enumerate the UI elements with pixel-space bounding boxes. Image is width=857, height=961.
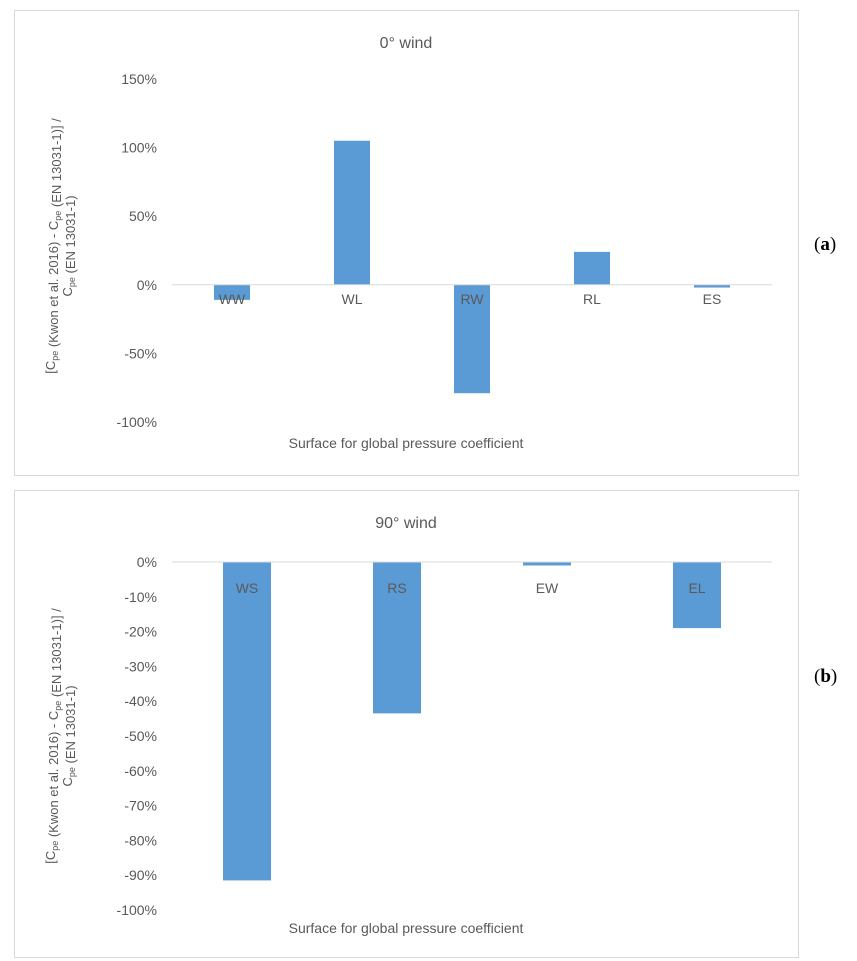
bar-rs [373, 562, 421, 714]
chart-panel-90deg-wind: 90° wind -100% -90% -80% -70% -60% -50% -40% -30… [14, 490, 799, 958]
category-label: EW [536, 580, 559, 596]
y-tick-label: -50% [124, 728, 157, 744]
category-label: WL [342, 291, 363, 307]
category-label: RW [460, 291, 484, 307]
y-axis-label: [Cpe (Kwon et al. 2016) - Cpe (EN 13031-… [43, 118, 78, 374]
y-tick-label: -90% [124, 867, 157, 883]
svg-text:[Cpe (Kwon et al. 2016) - Cpe: [Cpe (Kwon et al. 2016) - Cpe (EN 13031-… [43, 118, 64, 374]
y-tick-label: -70% [124, 798, 157, 814]
y-tick-label: -100% [117, 902, 157, 918]
svg-text:Cpe (EN 13031-1): Cpe (EN 13031-1) [60, 685, 78, 786]
svg-text:[Cpe (Kwon et al. 2016) - Cpe: [Cpe (Kwon et al. 2016) - Cpe (EN 13031-… [43, 608, 64, 864]
category-label: ES [703, 291, 722, 307]
chart-title: 0° wind [380, 35, 433, 52]
panel-tag-b: (b) [814, 666, 838, 687]
y-tick-label: 100% [121, 140, 157, 156]
bar-wl [334, 140, 370, 285]
chart-svg-0deg-wind: 0° wind -100% -50% 0% 50% 100% 150% WW WL RW RL ES S… [43, 35, 772, 451]
category-label: WW [219, 291, 246, 307]
panel-tag-a: (a) [814, 234, 837, 255]
category-label: RS [387, 580, 406, 596]
category-label: RL [583, 291, 601, 307]
bar-rw [454, 284, 490, 394]
y-tick-label: 50% [129, 208, 157, 224]
y-tick-label: -40% [124, 693, 157, 709]
y-tick-label: -80% [124, 832, 157, 848]
y-axis-label: [Cpe (Kwon et al. 2016) - Cpe (EN 13031-… [43, 608, 78, 864]
chart-svg-90deg-wind: 90° wind -100% -90% -80% -70% -60% -50% -40% -30… [43, 515, 772, 936]
bar-ww [214, 284, 250, 300]
y-tick-label: 150% [121, 71, 157, 87]
y-tick-label: -60% [124, 763, 157, 779]
y-tick-label: -30% [124, 658, 157, 674]
bar-el [673, 562, 721, 629]
svg-text:Cpe (EN 13031-1): Cpe (EN 13031-1) [60, 195, 78, 296]
bar-es [694, 284, 730, 288]
bar-rl [574, 251, 610, 285]
bar-ew [523, 562, 571, 566]
category-label: WS [236, 580, 259, 596]
y-tick-label: 0% [137, 554, 157, 570]
bar-ws [223, 562, 271, 881]
y-tick-label: 0% [137, 277, 157, 293]
y-tick-label: -20% [124, 624, 157, 640]
chart-title: 90° wind [375, 515, 437, 532]
x-axis-label: Surface for global pressure coefficient [289, 920, 524, 936]
y-tick-label: -50% [124, 345, 157, 361]
chart-panel-0deg-wind: 0° wind -100% -50% 0% 50% 100% 150% WW WL RW RL ES S… [14, 10, 799, 476]
category-label: EL [688, 580, 705, 596]
y-tick-label: -100% [117, 414, 157, 430]
x-axis-label: Surface for global pressure coefficient [289, 435, 524, 451]
y-tick-label: -10% [124, 589, 157, 605]
